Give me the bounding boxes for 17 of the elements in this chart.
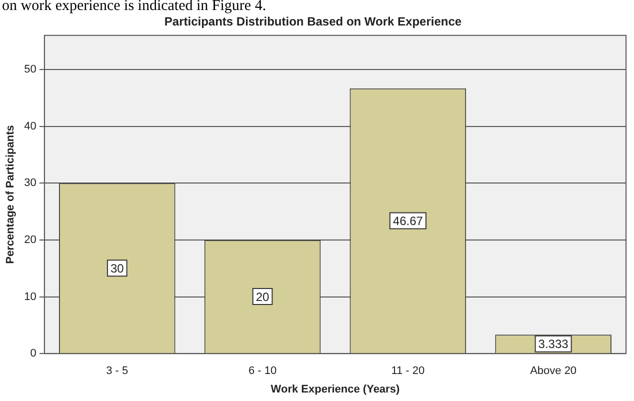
x-tick-label: Above 20 <box>530 365 577 378</box>
y-axis-title: Percentage of Participants <box>4 125 17 264</box>
y-tick-label: 40 <box>24 120 36 132</box>
x-tick-label: 3 - 5 <box>106 365 128 378</box>
data-label: 20 <box>256 290 270 304</box>
y-tick-label: 20 <box>24 234 36 246</box>
chart-title: Participants Distribution Based on Work Experience <box>164 14 462 29</box>
data-label: 30 <box>110 261 124 276</box>
y-tick-label: 30 <box>24 177 36 190</box>
data-label: 46.67 <box>392 214 424 228</box>
y-tick-label: 0 <box>30 348 36 360</box>
y-tick-label: 50 <box>24 64 36 76</box>
y-tick-label: 10 <box>24 290 36 303</box>
x-tick-label: 6 - 10 <box>248 365 277 378</box>
x-tick-label: 11 - 20 <box>391 365 425 378</box>
data-label: 3.333 <box>538 337 569 352</box>
x-axis-title: Work Experience (Years) <box>270 383 400 396</box>
